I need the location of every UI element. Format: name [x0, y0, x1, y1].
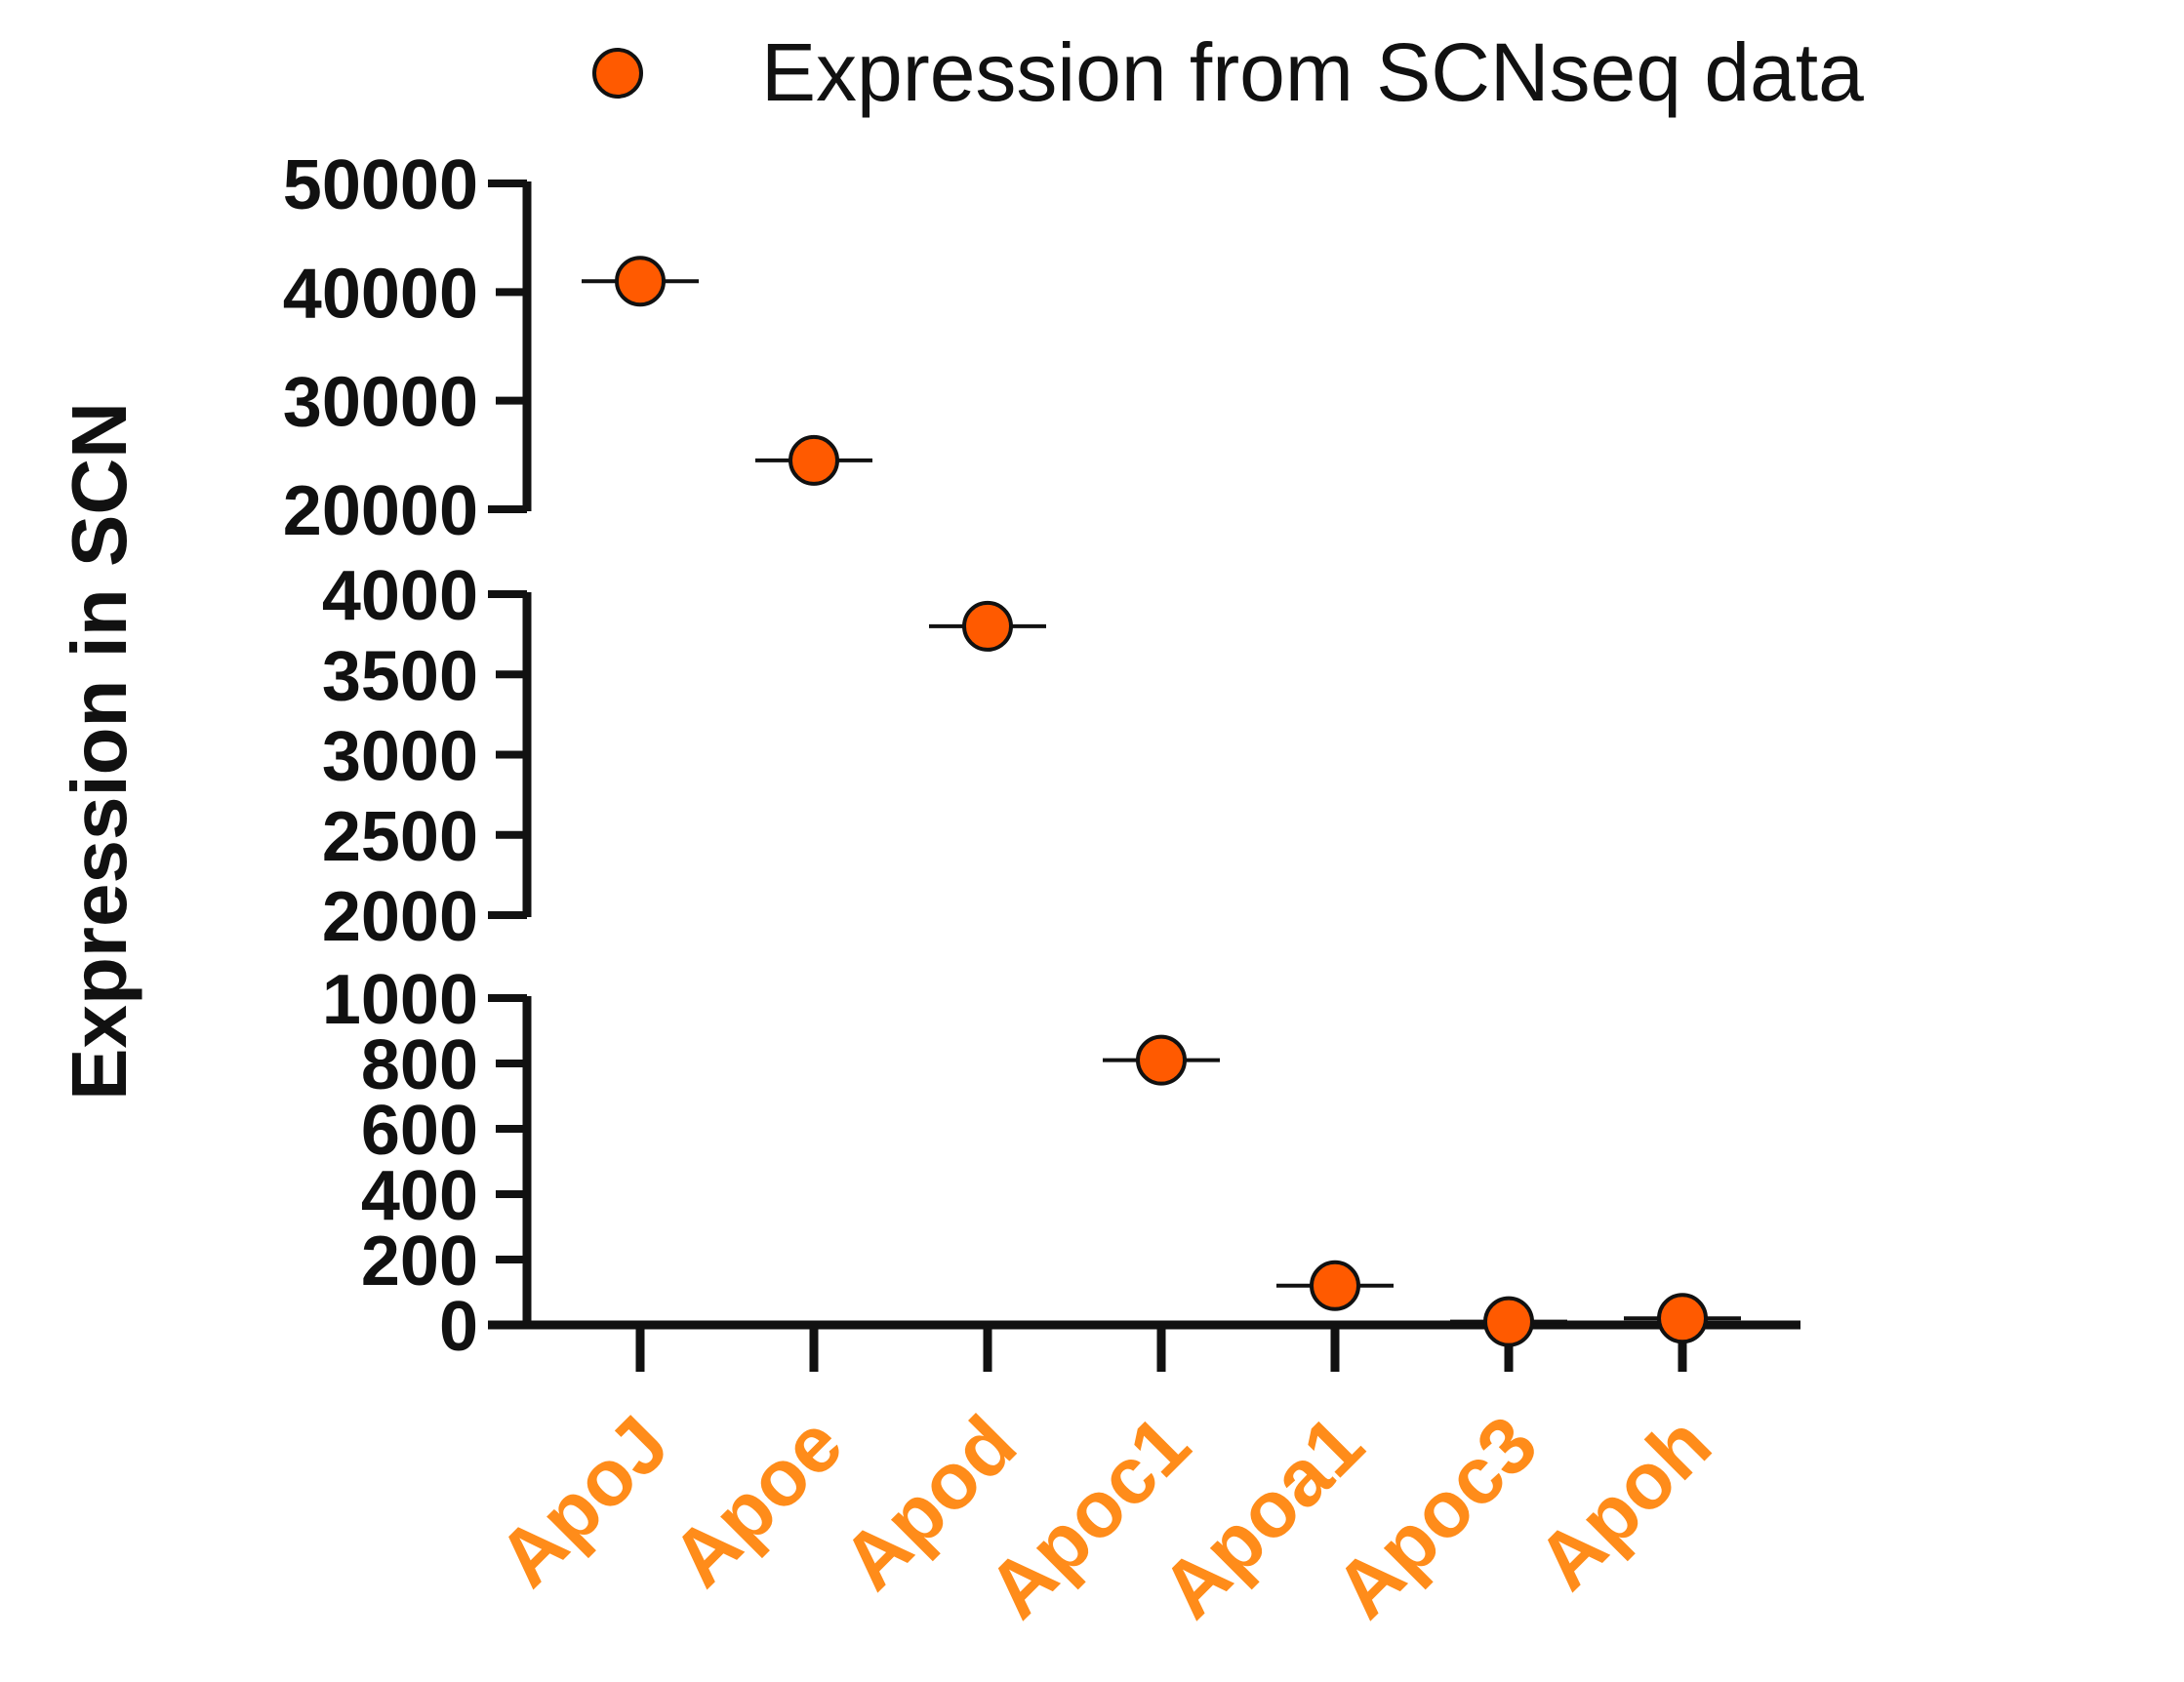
data-point [962, 600, 1013, 652]
x-category-label: Apoc3 [1318, 1399, 1555, 1635]
y-tick-label: 3000 [322, 718, 478, 796]
y-tick-label: 200 [361, 1222, 478, 1301]
data-point [1657, 1293, 1708, 1344]
x-category-label: Apoh [1520, 1399, 1727, 1606]
x-category-label: ApoJ [481, 1399, 685, 1603]
chart-legend: Expression from SCNseq data [592, 26, 1864, 118]
data-point [1310, 1260, 1360, 1311]
y-tick-label: 0 [439, 1288, 478, 1366]
data-point [1483, 1296, 1534, 1347]
x-category-label: Apoe [655, 1399, 859, 1603]
y-tick-label: 20000 [283, 472, 478, 550]
y-tick-label: 3500 [322, 637, 478, 715]
legend-label: Expression from SCNseq data [761, 26, 1864, 118]
data-point [615, 256, 666, 307]
data-point [1136, 1034, 1187, 1086]
y-tick-label: 1000 [322, 961, 478, 1039]
y-tick-label: 4000 [322, 557, 478, 635]
y-tick-label: 2500 [322, 798, 478, 876]
y-tick-label: 30000 [283, 364, 478, 442]
y-tick-label: 400 [361, 1157, 478, 1235]
y-tick-label: 40000 [283, 255, 478, 333]
y-axis-title: Expression in SCN [56, 402, 142, 1101]
y-tick-label: 50000 [283, 146, 478, 224]
legend-marker [592, 48, 643, 99]
y-axis-ticks: 0200400600800100020002500300035004000200… [283, 146, 527, 1366]
y-tick-label: 2000 [322, 878, 478, 956]
y-tick-label: 800 [361, 1026, 478, 1104]
data-points [582, 256, 1741, 1347]
data-point [789, 434, 839, 486]
chart-axes [488, 181, 1800, 1330]
y-tick-label: 600 [361, 1092, 478, 1170]
